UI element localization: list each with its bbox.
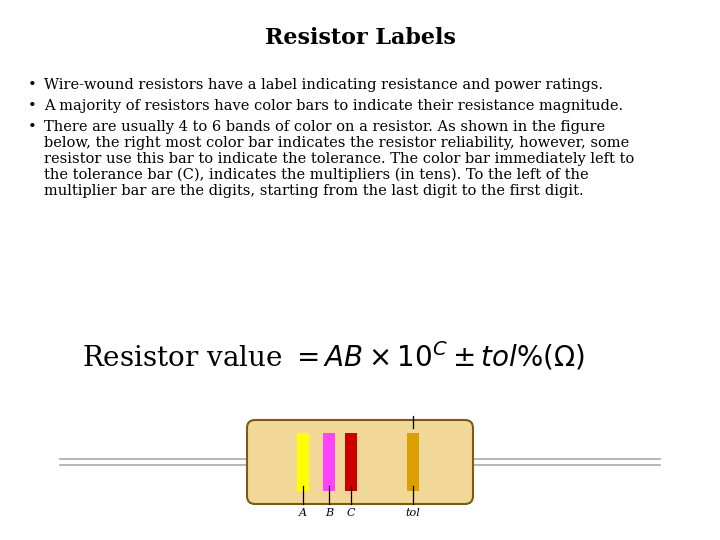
Bar [323, 433, 335, 491]
Text: There are usually 4 to 6 bands of color on a resistor. As shown in the figure: There are usually 4 to 6 bands of color … [44, 119, 605, 133]
Text: A: A [299, 508, 307, 518]
Text: •: • [28, 119, 37, 133]
Text: Resistor value $= \mathit{AB} \times 10^{\mathit{C}} \pm \mathit{tol}\%(\Omega)$: Resistor value $= \mathit{AB} \times 10^… [82, 340, 585, 373]
Text: Resistor Labels: Resistor Labels [264, 27, 456, 49]
Text: resistor use this bar to indicate the tolerance. The color bar immediately left : resistor use this bar to indicate the to… [44, 152, 634, 166]
Bar [407, 433, 419, 491]
Text: tol: tol [405, 508, 420, 518]
Text: A majority of resistors have color bars to indicate their resistance magnitude.: A majority of resistors have color bars … [44, 99, 623, 113]
Text: the tolerance bar (C), indicates the multipliers (in tens). To the left of the: the tolerance bar (C), indicates the mul… [44, 167, 589, 182]
Text: C: C [347, 508, 355, 518]
Text: •: • [28, 78, 37, 92]
Text: below, the right most color bar indicates the resistor reliability, however, som: below, the right most color bar indicate… [44, 136, 629, 150]
Bar [297, 433, 309, 491]
Bar [345, 433, 357, 491]
Text: •: • [28, 99, 37, 113]
FancyBboxPatch shape [247, 420, 473, 504]
Text: B: B [325, 508, 333, 518]
Text: multiplier bar are the digits, starting from the last digit to the first digit.: multiplier bar are the digits, starting … [44, 184, 584, 198]
Text: Wire-wound resistors have a label indicating resistance and power ratings.: Wire-wound resistors have a label indica… [44, 78, 603, 92]
